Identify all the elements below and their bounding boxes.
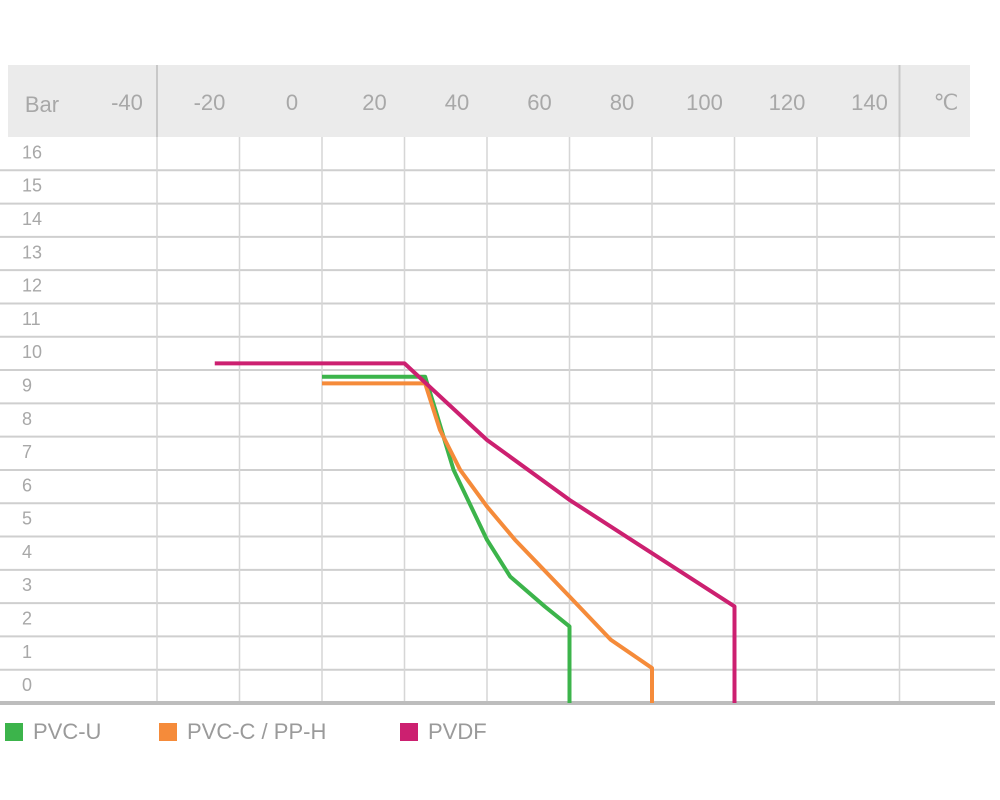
y-tick-label: 15 — [22, 176, 42, 196]
y-tick-label: 16 — [22, 142, 42, 162]
y-tick-label: 7 — [22, 442, 32, 462]
x-tick-label: 0 — [286, 90, 298, 115]
y-tick-label: 9 — [22, 375, 32, 395]
legend-label: PVC-U — [33, 719, 101, 744]
y-tick-label: 14 — [22, 209, 42, 229]
x-tick-label: 60 — [527, 90, 551, 115]
series-line — [214, 361, 737, 703]
legend-swatch — [159, 723, 177, 741]
y-tick-label: 13 — [22, 242, 42, 262]
y-tick-label: 5 — [22, 509, 32, 529]
legend-label: PVC-C / PP-H — [187, 719, 326, 744]
y-tick-label: 3 — [22, 575, 32, 595]
y-tick-label: 8 — [22, 409, 32, 429]
legend-swatch — [400, 723, 418, 741]
legend-swatch — [5, 723, 23, 741]
y-tick-label: 2 — [22, 609, 32, 629]
x-tick-label: 140 — [851, 90, 888, 115]
x-tick-label: -20 — [194, 90, 226, 115]
y-tick-label: 4 — [22, 542, 32, 562]
y-tick-label: 12 — [22, 276, 42, 296]
series-line — [322, 374, 572, 703]
header-band — [8, 65, 970, 137]
series-line — [322, 381, 654, 703]
y-tick-label: 0 — [22, 675, 32, 695]
y-tick-label: 10 — [22, 342, 42, 362]
x-tick-label: 40 — [445, 90, 469, 115]
y-tick-label: 1 — [22, 642, 32, 662]
legend-label: PVDF — [428, 719, 487, 744]
x-tick-label: 80 — [610, 90, 634, 115]
x-tick-label: 100 — [686, 90, 723, 115]
x-tick-label: -40 — [111, 90, 143, 115]
y-tick-label: 6 — [22, 475, 32, 495]
x-tick-label: 20 — [362, 90, 386, 115]
y-tick-label: 11 — [22, 309, 41, 329]
x-axis-label: ℃ — [934, 90, 959, 115]
y-axis-label: Bar — [25, 92, 59, 117]
x-tick-label: 120 — [769, 90, 806, 115]
